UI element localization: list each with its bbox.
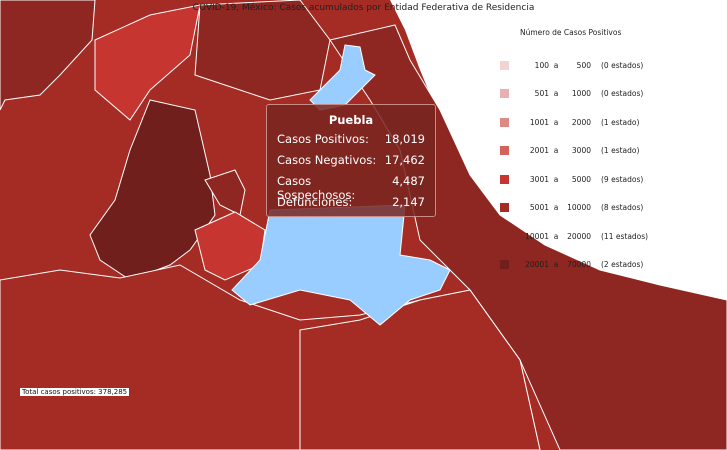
- tooltip-row: Casos Positivos: 18,019: [277, 132, 425, 153]
- legend-separator: a: [553, 174, 559, 184]
- selected-state[interactable]: [231, 204, 451, 326]
- legend-item: 100 a 500 (0 estados): [500, 51, 720, 80]
- legend-item: 1001 a 2000 (1 estado): [500, 108, 720, 137]
- legend-min: 100: [534, 60, 549, 70]
- legend-swatch: [500, 60, 509, 70]
- legend-max: 1000: [571, 89, 591, 99]
- tooltip-label: Defunciones:: [277, 195, 353, 209]
- legend-separator: a: [553, 260, 559, 270]
- legend-swatch: [500, 174, 509, 184]
- state: [194, 0, 331, 101]
- legend-count: (9 estados): [601, 174, 644, 184]
- tooltip-label: Casos Sospechosos:: [277, 174, 356, 202]
- tooltip-value: 4,487: [392, 174, 425, 188]
- legend-separator: a: [553, 60, 559, 70]
- legend-min: 2001: [529, 146, 549, 156]
- tooltip-value: 18,019: [384, 132, 425, 146]
- legend-max: 70000: [567, 260, 591, 270]
- legend-item: 5001 a 10000 (8 estados): [500, 194, 720, 223]
- legend-separator: a: [553, 203, 559, 213]
- legend-min: 5001: [529, 203, 549, 213]
- legend: Número de Casos Positivos 100 a 500 (0 esta…: [500, 28, 720, 279]
- legend-count: (0 estados): [601, 60, 644, 70]
- legend-swatch: [500, 117, 509, 127]
- legend-min: 1001: [529, 117, 549, 127]
- state: [204, 169, 246, 216]
- legend-count: (1 estado): [601, 117, 640, 127]
- tooltip-state: Puebla: [328, 113, 374, 127]
- legend-item: 501 a 1000 (0 estados): [500, 80, 720, 109]
- map-title: COVID-19, México: Casos acumulados por E…: [192, 3, 535, 13]
- tooltip-value: 2,147: [392, 195, 425, 209]
- legend-item: 2001 a 3000 (1 estado): [500, 137, 720, 166]
- legend-swatch: [500, 203, 509, 213]
- tooltip-row: Casos Sospechosos: 4,487: [277, 174, 425, 202]
- legend-count: (1 estado): [601, 146, 640, 156]
- state: [0, 0, 96, 111]
- tooltip-value: 17,462: [384, 153, 425, 167]
- legend-swatch: [500, 260, 509, 270]
- state: [94, 4, 201, 121]
- tooltip-label: Casos Positivos:: [277, 132, 369, 146]
- legend-separator: a: [553, 231, 559, 241]
- legend-count: (11 estados): [601, 231, 649, 241]
- tooltip: Puebla Casos Positivos: 18,019 Casos Negat…: [266, 104, 436, 217]
- legend-item: 3001 a 5000 (9 estados): [500, 165, 720, 194]
- legend-title: Número de Casos Positivos: [520, 28, 622, 37]
- legend-count: (8 estados): [601, 203, 644, 213]
- tooltip-row: Casos Negativos: 17,462: [277, 153, 425, 174]
- legend-min: 20001: [525, 260, 549, 270]
- total-label: Total casos positivos: 378,285: [20, 388, 130, 396]
- legend-min: 10001: [525, 231, 549, 241]
- legend-separator: a: [553, 89, 559, 99]
- tooltip-row: Defunciones: 2,147: [277, 195, 425, 216]
- legend-count: (2 estados): [601, 260, 644, 270]
- legend-swatch: [500, 89, 509, 99]
- legend-min: 501: [534, 89, 549, 99]
- legend-max: 500: [576, 60, 591, 70]
- legend-max: 2000: [571, 117, 591, 127]
- legend-swatch: [500, 146, 509, 156]
- legend-max: 20000: [567, 231, 591, 241]
- legend-min: 3001: [529, 174, 549, 184]
- tooltip-label: Casos Negativos:: [277, 153, 377, 167]
- legend-max: 10000: [567, 203, 591, 213]
- legend-item: 10001 a 20000 (11 estados): [500, 222, 720, 251]
- legend-count: (0 estados): [601, 89, 644, 99]
- legend-separator: a: [553, 146, 559, 156]
- legend-separator: a: [553, 117, 559, 127]
- legend-max: 3000: [571, 146, 591, 156]
- legend-max: 5000: [571, 174, 591, 184]
- legend-swatch: [500, 231, 509, 241]
- legend-item: 20001 a 70000 (2 estados): [500, 251, 720, 280]
- sea: [390, 0, 727, 300]
